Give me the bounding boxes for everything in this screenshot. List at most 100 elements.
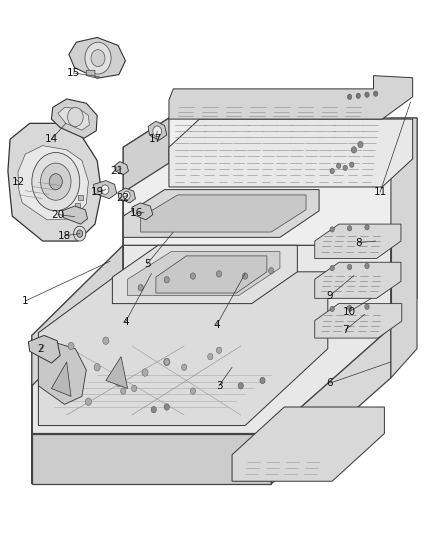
Circle shape (138, 285, 143, 291)
Text: 7: 7 (342, 325, 349, 335)
Text: 4: 4 (122, 317, 129, 327)
Circle shape (142, 369, 148, 376)
Text: 14: 14 (45, 134, 58, 144)
Polygon shape (18, 146, 88, 220)
Polygon shape (141, 195, 306, 232)
Polygon shape (106, 357, 127, 389)
Text: 20: 20 (51, 209, 64, 220)
Polygon shape (156, 256, 267, 293)
Polygon shape (315, 304, 402, 338)
Circle shape (123, 191, 130, 200)
Circle shape (330, 227, 334, 232)
Text: 21: 21 (110, 166, 124, 176)
Polygon shape (8, 123, 102, 241)
Text: 11: 11 (374, 187, 387, 197)
Circle shape (343, 165, 347, 171)
Polygon shape (232, 407, 385, 481)
Circle shape (268, 268, 274, 274)
Circle shape (350, 162, 354, 167)
Text: 22: 22 (117, 192, 130, 203)
Polygon shape (32, 245, 391, 433)
Circle shape (351, 147, 357, 153)
Circle shape (182, 364, 187, 370)
Circle shape (101, 185, 109, 195)
Circle shape (164, 359, 170, 365)
Circle shape (153, 126, 162, 136)
Circle shape (330, 265, 334, 271)
Circle shape (238, 383, 244, 389)
Text: 17: 17 (149, 134, 162, 144)
Polygon shape (271, 327, 391, 484)
Circle shape (365, 92, 369, 98)
Circle shape (190, 273, 195, 279)
Text: 15: 15 (67, 68, 80, 78)
Polygon shape (315, 224, 401, 259)
Text: 19: 19 (91, 187, 104, 197)
Polygon shape (127, 252, 280, 296)
Circle shape (216, 347, 222, 353)
Circle shape (68, 342, 74, 350)
Circle shape (91, 50, 105, 67)
Circle shape (151, 407, 156, 413)
Circle shape (216, 271, 222, 277)
Polygon shape (51, 362, 71, 397)
Polygon shape (169, 119, 413, 187)
Circle shape (374, 91, 378, 96)
Circle shape (85, 42, 111, 74)
Bar (78, 195, 83, 200)
Polygon shape (86, 70, 95, 78)
Circle shape (347, 264, 352, 270)
Text: 3: 3 (215, 381, 223, 391)
Text: 16: 16 (130, 208, 143, 219)
Circle shape (347, 225, 352, 231)
Circle shape (85, 398, 92, 406)
Polygon shape (58, 108, 89, 130)
Text: 9: 9 (327, 290, 333, 301)
Circle shape (59, 382, 65, 390)
Text: 5: 5 (144, 259, 151, 269)
Polygon shape (69, 37, 125, 78)
Circle shape (164, 358, 170, 366)
Polygon shape (39, 341, 86, 405)
Circle shape (103, 337, 109, 344)
Polygon shape (132, 203, 153, 220)
Circle shape (365, 224, 369, 230)
Text: 6: 6 (327, 378, 333, 388)
Circle shape (358, 141, 363, 148)
Polygon shape (94, 181, 117, 199)
Text: 4: 4 (213, 320, 220, 330)
Circle shape (41, 163, 71, 200)
Circle shape (190, 388, 195, 394)
Circle shape (164, 404, 170, 410)
Text: 10: 10 (343, 306, 356, 317)
Polygon shape (123, 118, 417, 245)
Polygon shape (118, 188, 135, 203)
Circle shape (116, 379, 122, 387)
Circle shape (77, 230, 83, 237)
Polygon shape (391, 118, 417, 378)
Circle shape (131, 385, 137, 392)
Circle shape (336, 163, 341, 168)
Polygon shape (169, 76, 413, 119)
Circle shape (67, 108, 83, 126)
Polygon shape (123, 190, 319, 237)
Polygon shape (148, 121, 167, 140)
Polygon shape (32, 245, 123, 484)
Text: 1: 1 (22, 296, 28, 306)
Polygon shape (115, 161, 128, 175)
Text: 18: 18 (58, 231, 71, 241)
Circle shape (365, 263, 369, 269)
Polygon shape (28, 335, 60, 363)
Polygon shape (123, 118, 169, 296)
Bar (74, 203, 80, 208)
Polygon shape (62, 206, 88, 224)
Text: 8: 8 (355, 238, 362, 248)
Circle shape (330, 168, 334, 174)
Circle shape (208, 353, 213, 360)
Circle shape (164, 277, 170, 283)
Polygon shape (51, 99, 97, 138)
Text: 12: 12 (12, 176, 25, 187)
Circle shape (365, 304, 369, 310)
Circle shape (49, 174, 62, 190)
Polygon shape (113, 245, 297, 304)
